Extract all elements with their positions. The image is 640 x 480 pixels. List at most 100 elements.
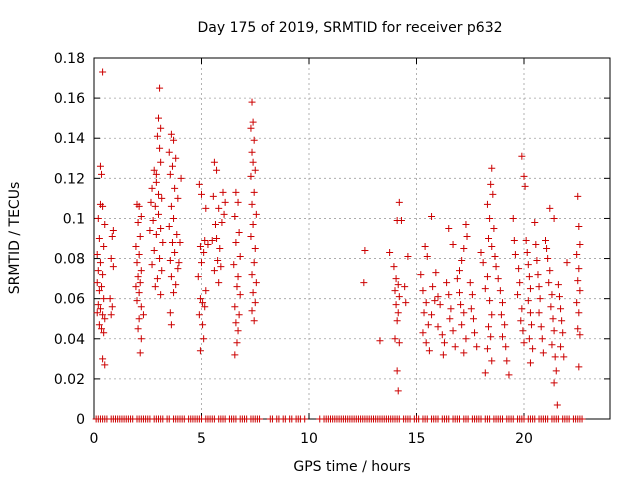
data-point bbox=[96, 162, 104, 170]
data-point bbox=[249, 289, 257, 297]
data-point bbox=[519, 327, 527, 335]
data-point bbox=[473, 343, 481, 351]
data-point bbox=[499, 333, 506, 341]
data-point bbox=[150, 247, 158, 255]
data-point bbox=[233, 283, 241, 291]
data-point bbox=[456, 267, 463, 275]
data-point bbox=[172, 281, 180, 289]
data-point bbox=[216, 245, 224, 253]
data-point bbox=[166, 257, 174, 265]
data-point bbox=[156, 255, 164, 263]
data-point bbox=[575, 265, 583, 273]
data-point bbox=[393, 367, 401, 375]
data-point bbox=[449, 241, 457, 249]
data-point bbox=[146, 226, 154, 234]
data-point bbox=[155, 190, 162, 198]
data-point bbox=[526, 309, 534, 317]
data-point bbox=[100, 243, 108, 251]
data-point bbox=[194, 273, 202, 281]
data-point bbox=[95, 235, 103, 242]
data-point bbox=[249, 220, 257, 228]
data-point bbox=[149, 216, 157, 224]
data-point bbox=[93, 251, 101, 259]
x-tick-label: 5 bbox=[197, 431, 206, 447]
data-point bbox=[483, 273, 491, 281]
data-point bbox=[576, 287, 584, 295]
data-point bbox=[217, 263, 225, 271]
data-point bbox=[524, 297, 532, 305]
y-axis-label: SRMTID / TECUs bbox=[7, 182, 23, 295]
data-point bbox=[468, 291, 476, 299]
data-point bbox=[361, 247, 369, 255]
data-point bbox=[174, 194, 182, 202]
y-tick-label: 0.1 bbox=[63, 211, 85, 227]
data-point bbox=[199, 321, 207, 329]
data-point bbox=[156, 84, 164, 92]
x-tick-label: 0 bbox=[90, 431, 99, 447]
data-point bbox=[471, 329, 479, 337]
data-point bbox=[479, 259, 487, 267]
data-point bbox=[199, 299, 207, 307]
data-point bbox=[150, 166, 158, 174]
data-point bbox=[460, 245, 468, 253]
data-point bbox=[166, 170, 174, 178]
data-point bbox=[393, 317, 401, 325]
data-point bbox=[99, 202, 107, 210]
data-point bbox=[109, 226, 117, 234]
data-point bbox=[234, 198, 242, 206]
data-point bbox=[550, 327, 558, 335]
data-point bbox=[428, 212, 436, 220]
data-point bbox=[401, 283, 409, 291]
data-point bbox=[209, 192, 217, 200]
data-point bbox=[481, 369, 489, 377]
data-point bbox=[489, 190, 497, 198]
data-point bbox=[534, 271, 542, 279]
x-tick-label: 20 bbox=[515, 431, 533, 447]
data-point bbox=[106, 295, 114, 303]
data-point bbox=[543, 245, 551, 253]
data-point bbox=[578, 415, 586, 423]
data-point bbox=[99, 68, 107, 76]
data-point bbox=[494, 275, 502, 283]
data-point bbox=[486, 297, 494, 305]
data-point bbox=[550, 214, 558, 222]
data-point bbox=[177, 174, 185, 182]
data-point bbox=[232, 319, 240, 327]
data-point bbox=[100, 329, 108, 337]
data-point bbox=[170, 136, 178, 144]
data-point bbox=[213, 235, 221, 242]
data-point bbox=[528, 321, 536, 329]
data-point bbox=[166, 309, 174, 317]
data-point bbox=[211, 220, 219, 228]
data-point bbox=[547, 303, 555, 311]
data-point bbox=[460, 309, 468, 317]
data-point bbox=[248, 307, 256, 315]
data-point bbox=[395, 198, 403, 206]
data-point bbox=[523, 249, 531, 257]
data-point bbox=[509, 214, 517, 222]
data-point bbox=[423, 253, 431, 261]
data-point bbox=[248, 148, 256, 156]
data-point bbox=[171, 184, 179, 192]
data-point bbox=[215, 279, 223, 287]
data-point bbox=[137, 267, 145, 275]
data-point bbox=[101, 220, 109, 228]
data-point bbox=[159, 239, 167, 247]
y-tick-label: 0.12 bbox=[54, 171, 85, 187]
data-point bbox=[108, 303, 116, 311]
data-point bbox=[250, 317, 258, 325]
data-point bbox=[487, 180, 495, 188]
data-point bbox=[170, 214, 178, 222]
data-point bbox=[101, 315, 109, 323]
data-point bbox=[538, 335, 546, 343]
data-point bbox=[520, 339, 528, 347]
data-point bbox=[425, 347, 433, 355]
x-tick-label: 10 bbox=[300, 431, 318, 447]
data-point bbox=[575, 222, 583, 230]
data-point bbox=[395, 339, 403, 347]
data-point bbox=[98, 283, 106, 291]
data-point bbox=[251, 166, 259, 174]
data-point bbox=[153, 275, 161, 283]
data-point bbox=[559, 329, 567, 337]
